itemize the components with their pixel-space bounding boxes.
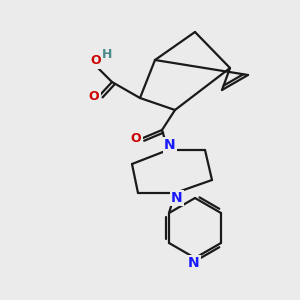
Text: H: H (102, 49, 112, 62)
Text: O: O (89, 91, 99, 103)
Text: O: O (91, 55, 101, 68)
Text: O: O (131, 133, 141, 146)
Text: N: N (171, 191, 183, 205)
Text: N: N (164, 138, 176, 152)
Text: N: N (188, 256, 200, 270)
